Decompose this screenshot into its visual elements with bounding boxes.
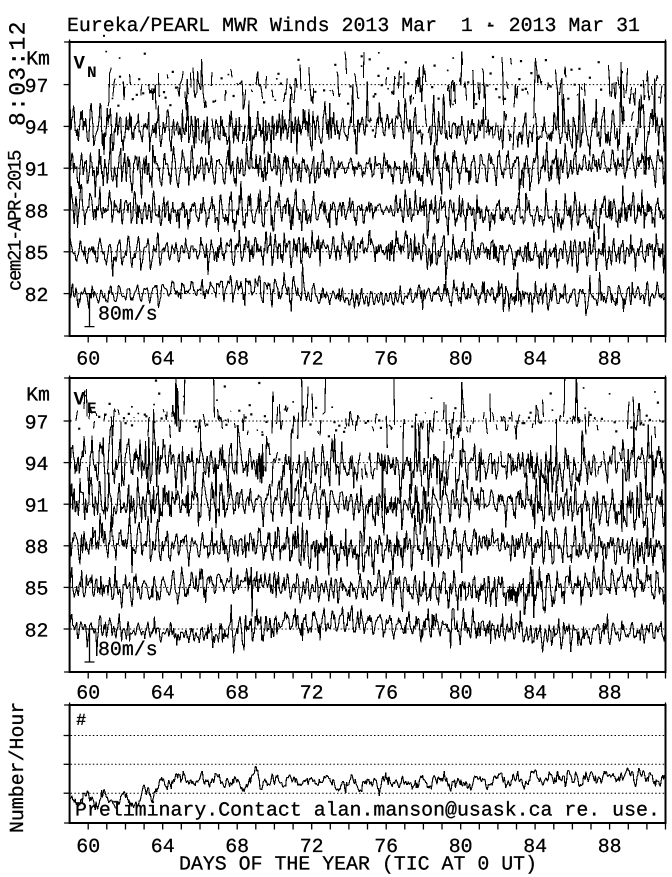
svg-text:68: 68 (225, 682, 249, 705)
svg-text:80: 80 (449, 835, 473, 858)
svg-text:88: 88 (598, 348, 622, 371)
svg-text:94: 94 (25, 117, 49, 140)
svg-text:91: 91 (25, 495, 49, 518)
svg-text:Number/Hour: Number/Hour (6, 702, 29, 833)
svg-text:8:03:12: 8:03:12 (6, 20, 32, 126)
svg-text:84: 84 (523, 682, 547, 705)
svg-text:V: V (74, 389, 86, 411)
svg-text:80: 80 (449, 348, 473, 371)
svg-text:60: 60 (76, 348, 100, 371)
svg-text:82: 82 (25, 619, 49, 642)
svg-text:97: 97 (25, 75, 49, 98)
svg-text:72: 72 (300, 348, 324, 371)
svg-text:82: 82 (25, 284, 49, 307)
svg-text:N: N (87, 64, 97, 82)
svg-text:88: 88 (598, 682, 622, 705)
svg-text:64: 64 (151, 682, 175, 705)
svg-text:94: 94 (25, 453, 49, 476)
svg-text:76: 76 (374, 348, 398, 371)
svg-text:60: 60 (76, 835, 100, 858)
svg-text:Km: Km (26, 48, 50, 71)
svg-text:72: 72 (300, 835, 324, 858)
svg-text:64: 64 (151, 348, 175, 371)
svg-text:72: 72 (300, 682, 324, 705)
svg-text:80: 80 (449, 682, 473, 705)
svg-text:88: 88 (25, 536, 49, 559)
svg-text:V: V (74, 53, 86, 75)
svg-text:85: 85 (25, 578, 49, 601)
svg-text:Eureka/PEARL MWR Winds 2013 Ma: Eureka/PEARL MWR Winds 2013 Mar 1 - 2013… (67, 14, 640, 37)
svg-text:60: 60 (76, 682, 100, 705)
svg-text:E: E (87, 400, 97, 418)
svg-text:#: # (76, 712, 86, 731)
svg-text:76: 76 (374, 835, 398, 858)
svg-text:68: 68 (225, 348, 249, 371)
svg-text:88: 88 (598, 835, 622, 858)
svg-text:64: 64 (151, 835, 175, 858)
svg-text:76: 76 (374, 682, 398, 705)
svg-text:85: 85 (25, 242, 49, 265)
svg-text:84: 84 (523, 835, 547, 858)
svg-text:DAYS OF THE YEAR (TIC AT 0 UT): DAYS OF THE YEAR (TIC AT 0 UT) (179, 853, 537, 876)
svg-text:80m/s: 80m/s (98, 638, 158, 661)
svg-text:Km: Km (26, 384, 50, 407)
svg-text:Preliminary.Contact alan.manso: Preliminary.Contact alan.manson@usask.ca… (75, 799, 660, 822)
svg-text:97: 97 (25, 411, 49, 434)
svg-text:88: 88 (25, 200, 49, 223)
svg-text:91: 91 (25, 159, 49, 182)
svg-text:84: 84 (523, 348, 547, 371)
svg-text:cem21-APR-2015: cem21-APR-2015 (5, 150, 27, 291)
svg-text:80m/s: 80m/s (98, 303, 158, 326)
svg-text:68: 68 (225, 835, 249, 858)
